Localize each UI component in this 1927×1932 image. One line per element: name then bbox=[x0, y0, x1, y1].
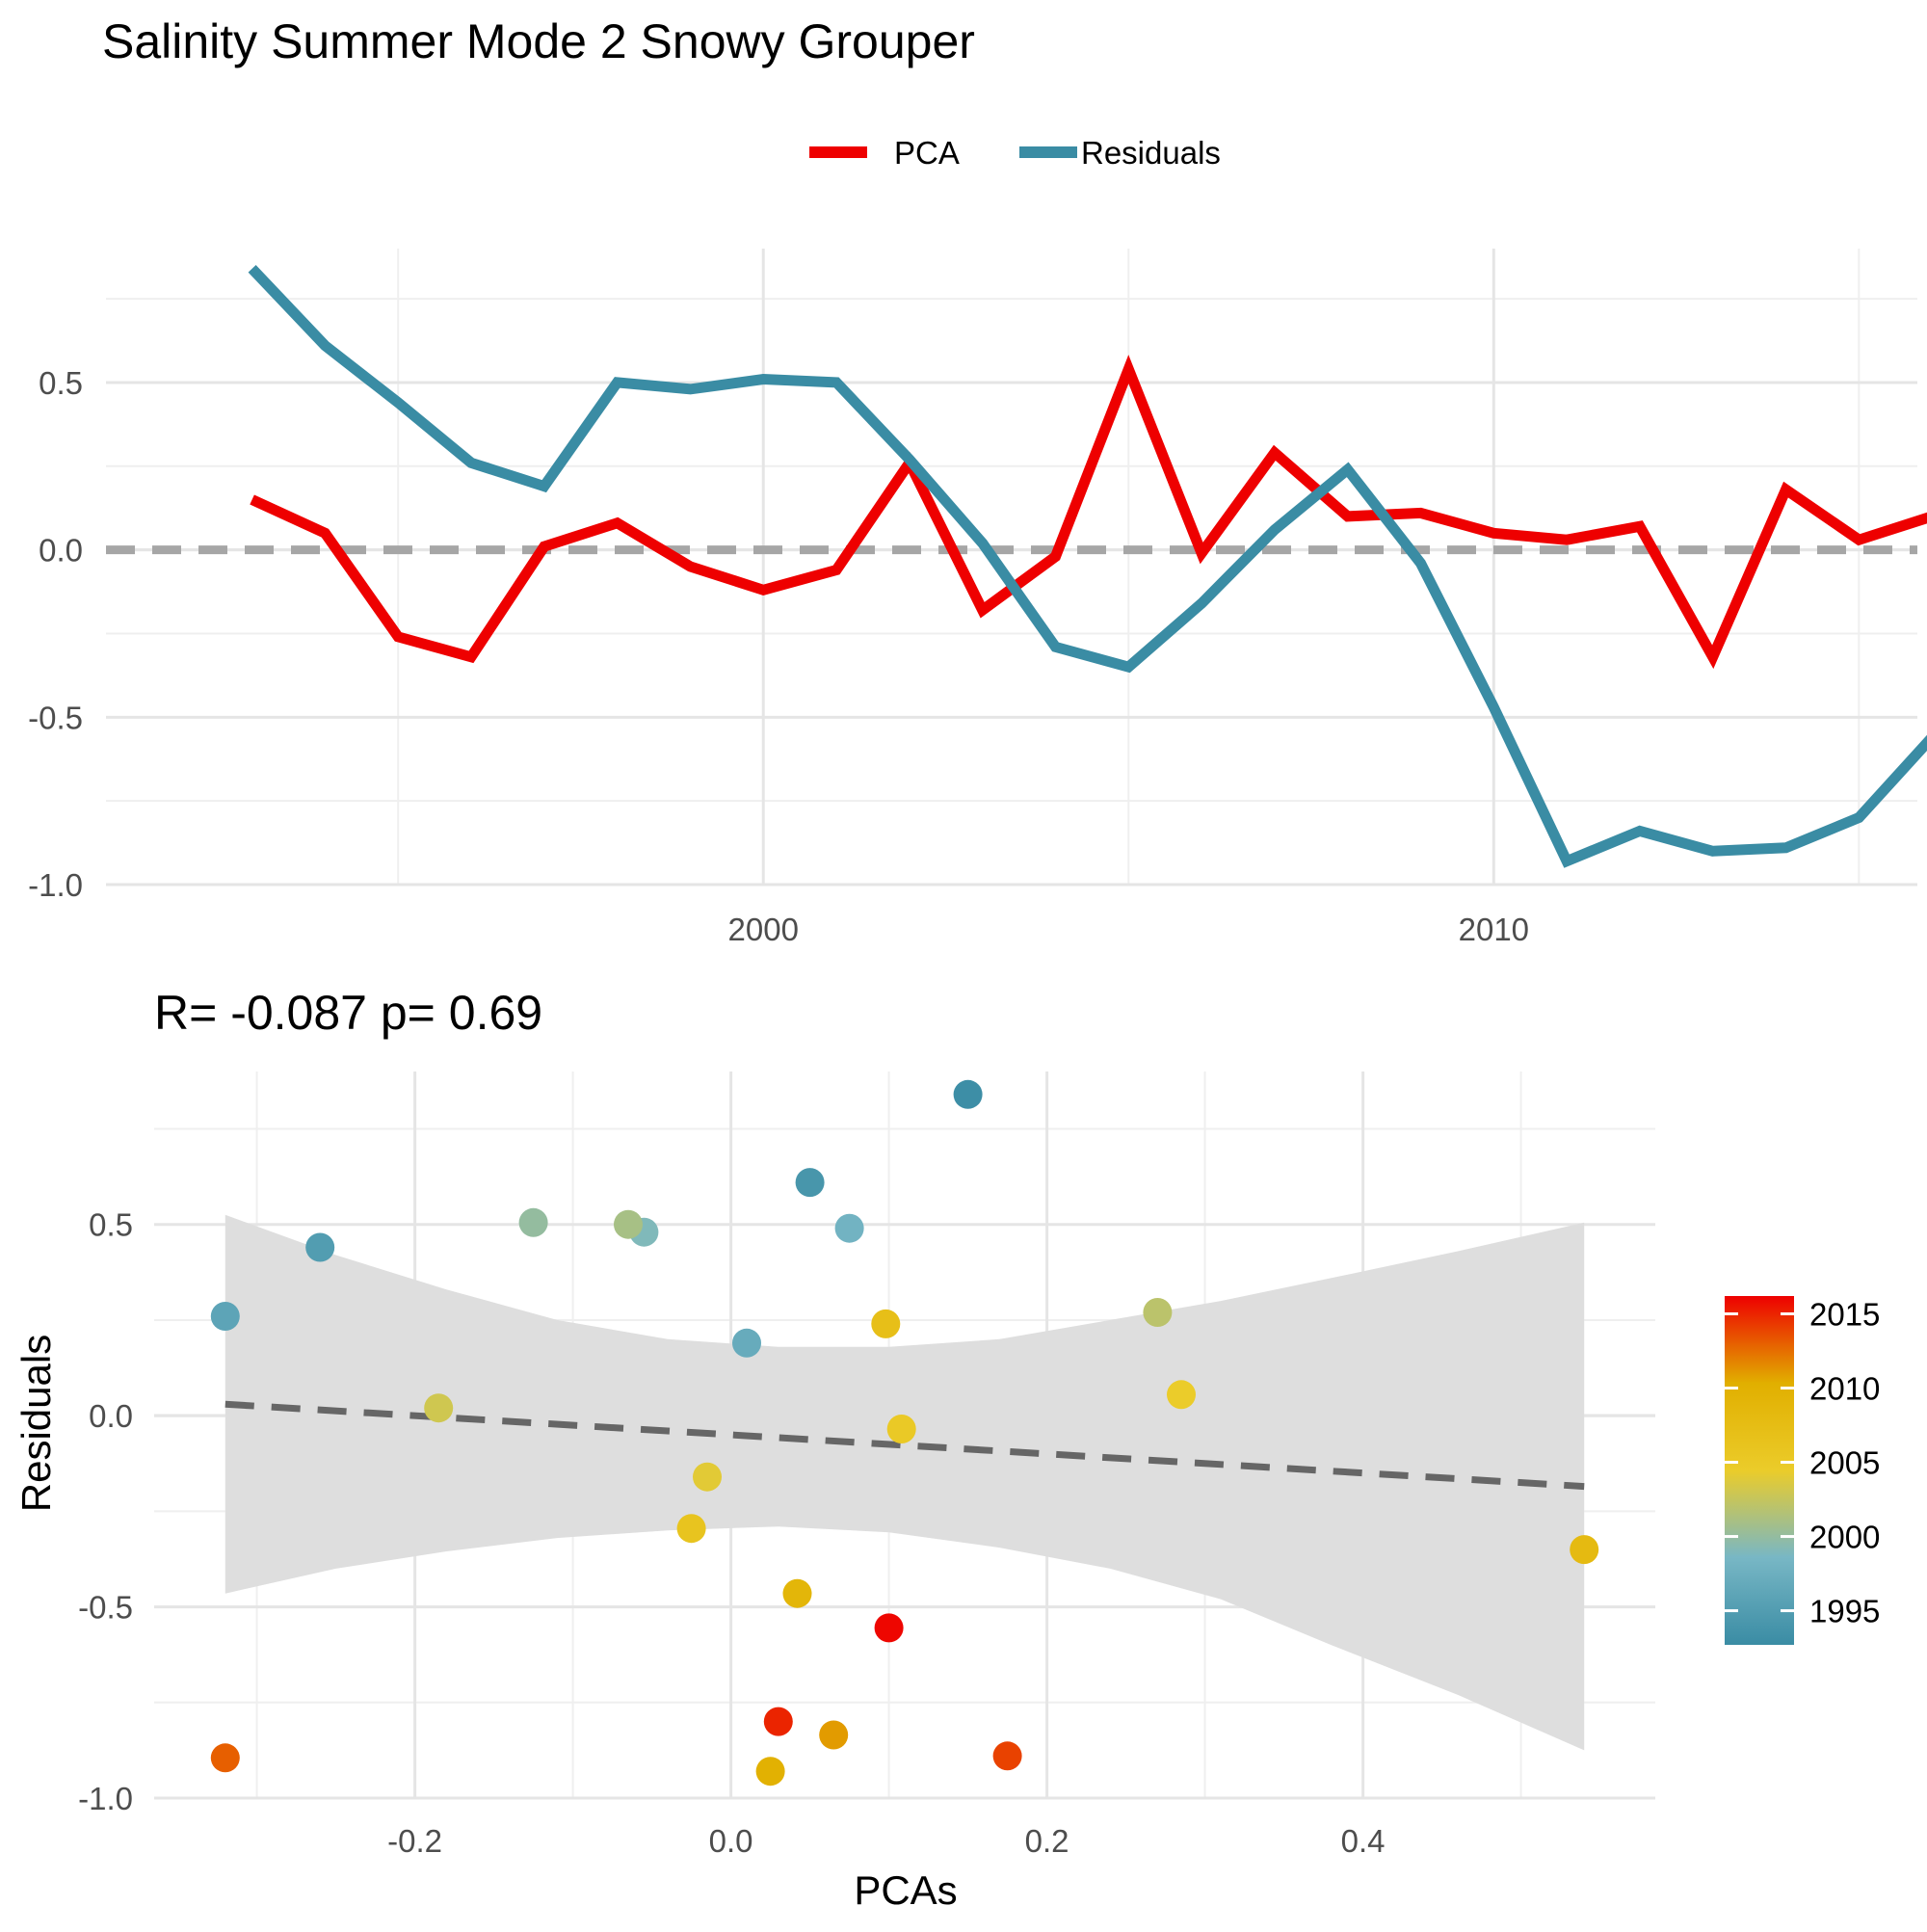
colorbar-tick-label: 2005 bbox=[1809, 1445, 1880, 1481]
scatter-point bbox=[819, 1720, 849, 1750]
scatter-point bbox=[732, 1328, 761, 1358]
scatter-point bbox=[886, 1415, 916, 1443]
legend: PCA Residuals bbox=[809, 135, 1221, 171]
scatter-point bbox=[1143, 1298, 1173, 1327]
y-tick-label: -1.0 bbox=[28, 867, 83, 903]
scatter-point bbox=[424, 1393, 454, 1423]
legend-label-pca: PCA bbox=[894, 135, 960, 171]
scatter-point bbox=[210, 1743, 240, 1773]
scatter-point bbox=[871, 1309, 901, 1338]
confidence-ribbon bbox=[224, 1214, 1585, 1751]
colorbar: 1995 2000 2005 2010 2015 bbox=[1725, 1296, 1880, 1645]
y-tick-label: -1.0 bbox=[78, 1781, 133, 1816]
x-tick-label: 0.2 bbox=[1025, 1823, 1069, 1859]
colorbar-bar bbox=[1725, 1296, 1794, 1645]
colorbar-tick-label: 2000 bbox=[1809, 1520, 1880, 1555]
y-tick-label: 0.5 bbox=[89, 1207, 133, 1243]
scatter-panel: -1.0 -0.5 0.0 0.5 -0.2 0.0 0.2 0.4 bbox=[78, 1072, 1655, 1859]
timeseries-panel: -1.0 -0.5 0.0 0.5 2000 2010 bbox=[28, 249, 1927, 947]
scatter-point bbox=[763, 1707, 793, 1736]
scatter-point bbox=[614, 1209, 643, 1239]
y-tick-label: -0.5 bbox=[28, 700, 83, 735]
y-axis-title: Residuals bbox=[13, 1335, 59, 1512]
regression-fit-line bbox=[224, 1400, 1585, 1491]
scatter-point bbox=[755, 1757, 785, 1786]
colorbar-tick-label: 2015 bbox=[1809, 1296, 1880, 1332]
x-tick-label: 0.0 bbox=[709, 1823, 753, 1859]
chart-title: Salinity Summer Mode 2 Snowy Grouper bbox=[102, 14, 975, 68]
legend-label-residuals: Residuals bbox=[1081, 135, 1221, 171]
scatter-point bbox=[1167, 1380, 1196, 1410]
y-tick-label: 0.0 bbox=[39, 533, 83, 569]
scatter-point bbox=[693, 1462, 722, 1492]
y-tick-label: 0.0 bbox=[89, 1398, 133, 1434]
x-tick-label: 2000 bbox=[728, 912, 799, 947]
scatter-point bbox=[795, 1168, 825, 1198]
scatter-point bbox=[992, 1741, 1022, 1771]
y-tick-label: -0.5 bbox=[78, 1590, 133, 1626]
series-line-residuals bbox=[248, 265, 1927, 868]
scatter-point bbox=[676, 1514, 706, 1544]
correlation-title: R= -0.087 p= 0.69 bbox=[154, 986, 542, 1040]
scatter-point bbox=[953, 1079, 983, 1109]
x-tick-label: 0.4 bbox=[1341, 1823, 1386, 1859]
scatter-point bbox=[210, 1302, 240, 1331]
x-tick-label: 2010 bbox=[1459, 912, 1529, 947]
x-axis-title: PCAs bbox=[854, 1867, 957, 1913]
scatter-point bbox=[834, 1213, 864, 1243]
y-tick-label: 0.5 bbox=[39, 365, 83, 401]
scatter-point bbox=[518, 1207, 548, 1237]
colorbar-tick-label: 2010 bbox=[1809, 1371, 1880, 1407]
series-line-pca bbox=[250, 355, 1927, 670]
scatter-point bbox=[782, 1578, 812, 1608]
x-tick-label: -0.2 bbox=[387, 1823, 442, 1859]
colorbar-tick-label: 1995 bbox=[1809, 1594, 1880, 1629]
scatter-point bbox=[874, 1613, 904, 1643]
scatter-point bbox=[305, 1232, 335, 1262]
scatter-point bbox=[1570, 1535, 1599, 1565]
